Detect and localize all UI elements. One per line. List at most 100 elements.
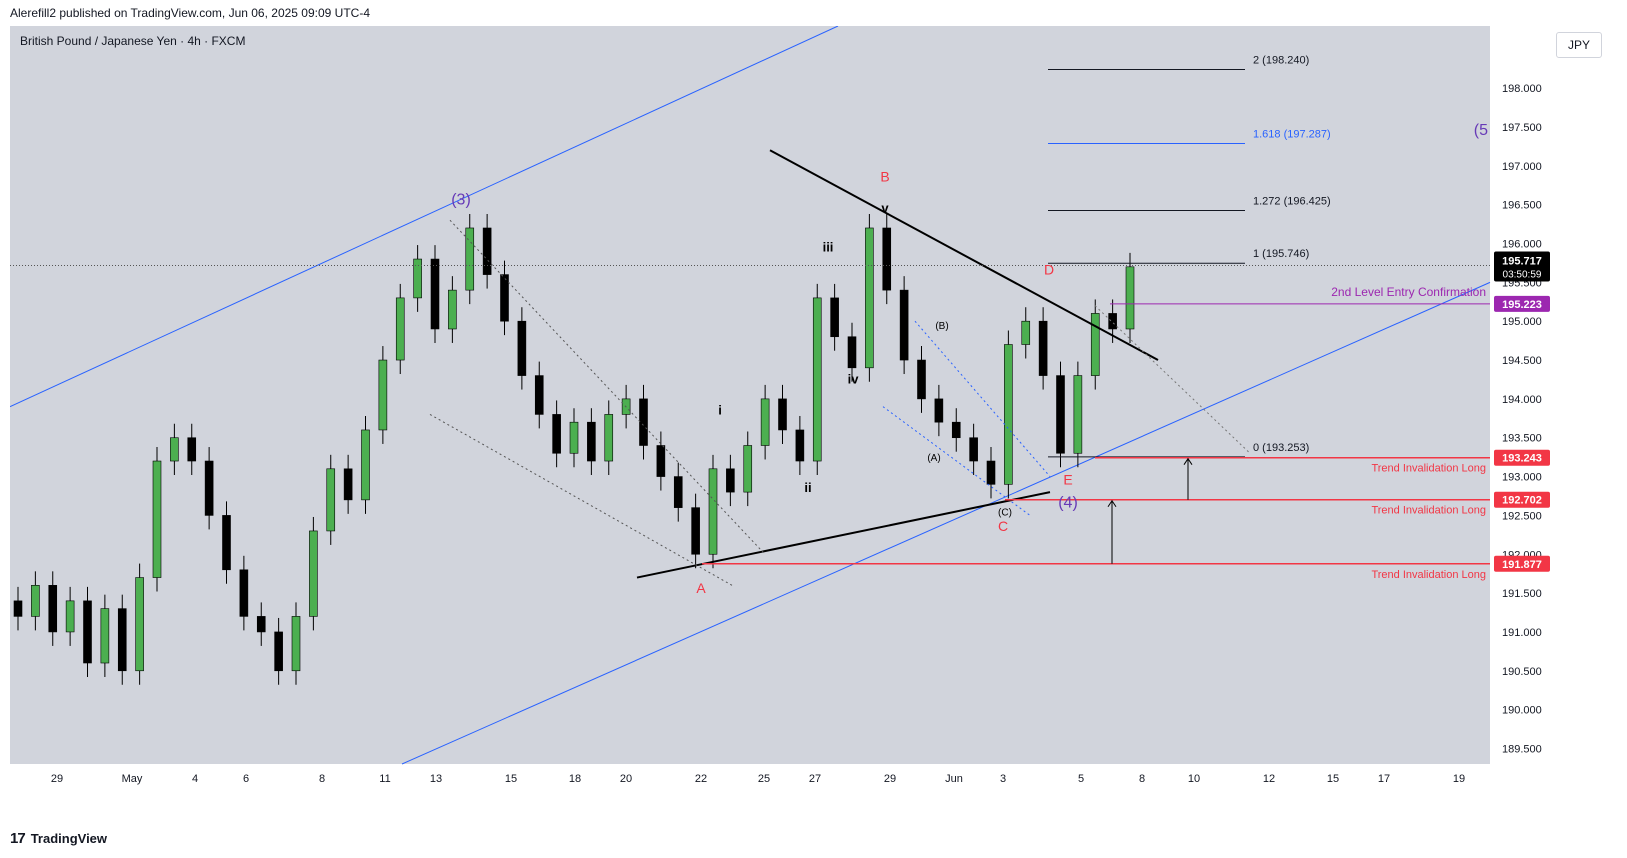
wave-d-label: D (1044, 262, 1054, 278)
candle-body (343, 468, 353, 501)
x-tick-label: 8 (1139, 773, 1145, 785)
candle-body (413, 258, 422, 299)
candle-body (117, 608, 127, 672)
x-tick-label: 3 (1000, 773, 1006, 785)
x-tick-label: 29 (884, 773, 896, 785)
triangle-upper-line (769, 149, 1159, 361)
x-tick-label: 12 (1263, 773, 1275, 785)
wave-a-dotted-upper (449, 219, 766, 555)
channel-lower-line (401, 281, 1491, 765)
plot-background (10, 26, 1490, 764)
wave-iii-label: iii (823, 239, 834, 254)
candle-body (830, 297, 839, 338)
x-tick-label: 11 (379, 773, 390, 785)
candle-body (135, 577, 144, 672)
wave-5-label: (5 (1474, 122, 1488, 139)
x-tick-label: 20 (620, 773, 632, 785)
y-tick-label: 193.500 (1502, 433, 1542, 445)
candle-body (31, 585, 40, 617)
y-tick-label: 198.000 (1502, 83, 1542, 95)
channel-upper-line (10, 26, 839, 408)
candle-body (430, 258, 440, 330)
candle-body (1073, 375, 1083, 454)
candle-body (465, 227, 475, 291)
candle-body (309, 530, 318, 617)
invalidation-label: Trend Invalidation Long (1371, 505, 1486, 517)
y-tick-label: 190.500 (1502, 666, 1542, 678)
wave-c-label: C (998, 518, 1008, 534)
candle-body (326, 468, 336, 532)
candle-body (708, 468, 718, 555)
candle-body (917, 359, 926, 400)
time-axis-panel (10, 764, 1490, 822)
y-tick-label: 196.000 (1502, 239, 1542, 251)
arrow-head (1107, 499, 1117, 507)
invalidation-label: Trend Invalidation Long (1371, 463, 1486, 475)
last-price-badge (1494, 251, 1550, 282)
x-tick-label: 22 (695, 773, 707, 785)
arrow-head (1183, 457, 1193, 465)
wave-4-label: (4) (1058, 495, 1078, 512)
y-tick-label: 191.000 (1502, 627, 1542, 639)
candle-body (691, 507, 700, 555)
candle-body (1038, 320, 1048, 376)
candle-body (256, 616, 266, 633)
candle-body (48, 585, 58, 633)
tradingview-logo-icon: 17 (10, 830, 26, 847)
x-tick-label: Jun (945, 773, 963, 785)
candle-body (448, 289, 457, 330)
wave-b-label: B (880, 168, 889, 184)
x-tick-label: 27 (809, 773, 821, 785)
candle-body (361, 429, 370, 501)
wave-sub-a-label: (A) (927, 453, 940, 464)
x-tick-label: 13 (430, 773, 442, 785)
y-tick-label: 193.000 (1502, 472, 1542, 484)
candle-body (778, 398, 787, 431)
price-badge-text: 191.877 (1502, 559, 1542, 571)
last-price-text: 195.717 (1502, 256, 1542, 268)
candle-body (951, 421, 961, 439)
wave-iv-label: iv (848, 371, 860, 386)
wave-v-label: v (881, 200, 889, 215)
x-tick-label: 15 (505, 773, 517, 785)
candle-body (656, 445, 666, 477)
candle-body (1056, 375, 1065, 454)
wave-i-label: i (718, 402, 722, 417)
price-badge (1494, 491, 1550, 508)
wave-ii-label: ii (804, 480, 811, 495)
candle-body (812, 297, 822, 462)
candle-body (187, 437, 197, 462)
price-badge (1494, 449, 1550, 466)
x-tick-label: 18 (569, 773, 581, 785)
candle-body (222, 515, 231, 571)
candle-body (170, 437, 179, 462)
candle-body (1125, 266, 1135, 330)
candle-body (500, 274, 509, 322)
candle-body (934, 398, 944, 423)
confirmation-label: 2nd Level Entry Confirmation (1331, 285, 1486, 299)
price-badge-text: 192.702 (1502, 495, 1542, 507)
candle-body (274, 631, 283, 672)
candle-body (760, 398, 770, 446)
candle-body (517, 320, 527, 376)
y-tick-label: 196.500 (1502, 200, 1542, 212)
chart-canvas[interactable]: 198.000197.500197.000196.500196.000195.5… (10, 26, 1616, 822)
candle-body (1004, 344, 1013, 485)
candle-body (882, 227, 892, 291)
wave-a-label: A (696, 580, 706, 596)
price-badge (1494, 555, 1550, 572)
candle-body (899, 289, 909, 361)
currency-selector[interactable]: JPY (1556, 32, 1602, 58)
symbol-title[interactable]: British Pound / Japanese Yen · 4h · FXCM (20, 34, 246, 48)
tradingview-brand[interactable]: 17 TradingView (10, 830, 107, 847)
x-tick-label: 10 (1188, 773, 1200, 785)
fib-level-label: 1.618 (197.287) (1253, 129, 1331, 141)
brand-name: TradingView (30, 831, 108, 846)
price-badge-text: 193.243 (1502, 453, 1542, 465)
candle-body (239, 569, 249, 617)
x-tick-label: 15 (1327, 773, 1339, 785)
x-tick-label: 25 (758, 773, 770, 785)
candle-body (986, 460, 996, 485)
wave-3-label: (3) (451, 192, 471, 209)
wave-e-label: E (1063, 471, 1072, 487)
